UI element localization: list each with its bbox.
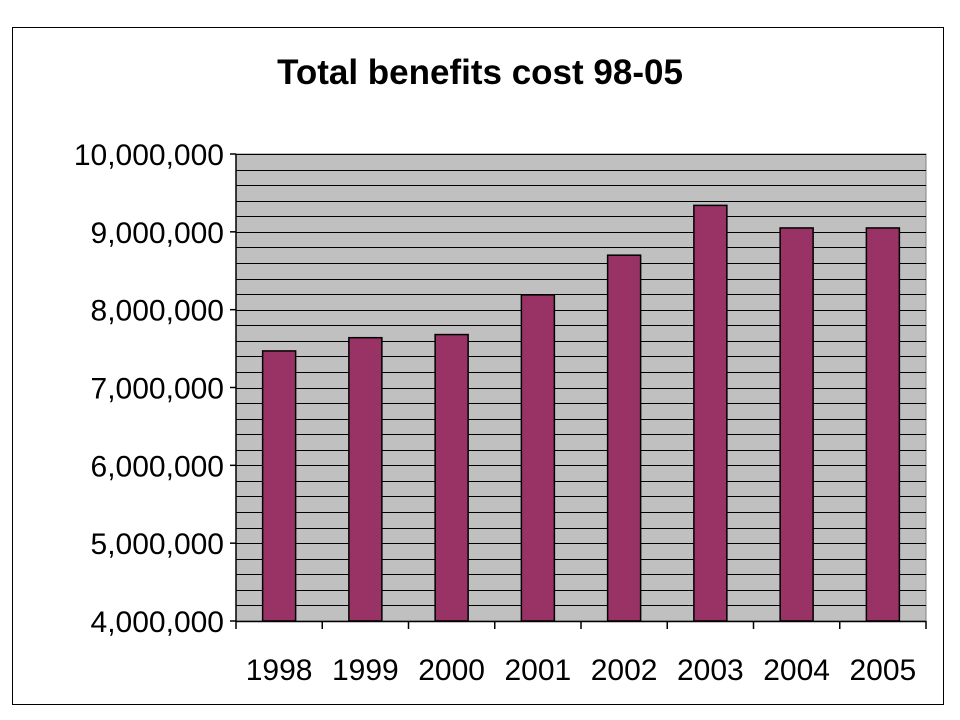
x-tick-label: 2000 bbox=[418, 654, 485, 687]
x-tick-label: 2002 bbox=[591, 654, 658, 687]
x-tick-label: 2003 bbox=[677, 654, 744, 687]
bar-2000 bbox=[434, 333, 469, 622]
bar-2002 bbox=[606, 254, 642, 622]
y-tick-label: 10,000,000 bbox=[74, 139, 224, 172]
y-tick-label: 6,000,000 bbox=[91, 450, 224, 483]
y-tick-label: 5,000,000 bbox=[91, 528, 224, 561]
y-tick-label: 4,000,000 bbox=[91, 606, 224, 639]
chart-title: Total benefits cost 98-05 bbox=[277, 53, 683, 92]
x-tick-labels: 1998 1999 2000 2001 2002 2003 2004 2005 bbox=[246, 654, 917, 687]
bar-1998 bbox=[261, 350, 297, 622]
x-tick-label: 2004 bbox=[763, 654, 830, 687]
bar-1999 bbox=[348, 336, 383, 622]
y-tick-label: 7,000,000 bbox=[91, 373, 224, 406]
bar-2001 bbox=[520, 294, 556, 622]
bar-2004 bbox=[779, 227, 814, 622]
y-tick-label: 8,000,000 bbox=[91, 295, 224, 328]
y-tick-label: 9,000,000 bbox=[91, 217, 224, 250]
x-tick-label: 2001 bbox=[505, 654, 572, 687]
plot-area bbox=[235, 153, 927, 622]
x-tick-label: 2005 bbox=[850, 654, 917, 687]
bar-2003 bbox=[693, 204, 728, 622]
axes bbox=[230, 153, 927, 629]
bar-2005 bbox=[865, 227, 901, 622]
y-tick-labels: 4,000,000 5,000,000 6,000,000 7,000,000 8,00… bbox=[74, 139, 224, 639]
x-tick-label: 1998 bbox=[246, 654, 313, 687]
x-tick-label: 1999 bbox=[332, 654, 399, 687]
